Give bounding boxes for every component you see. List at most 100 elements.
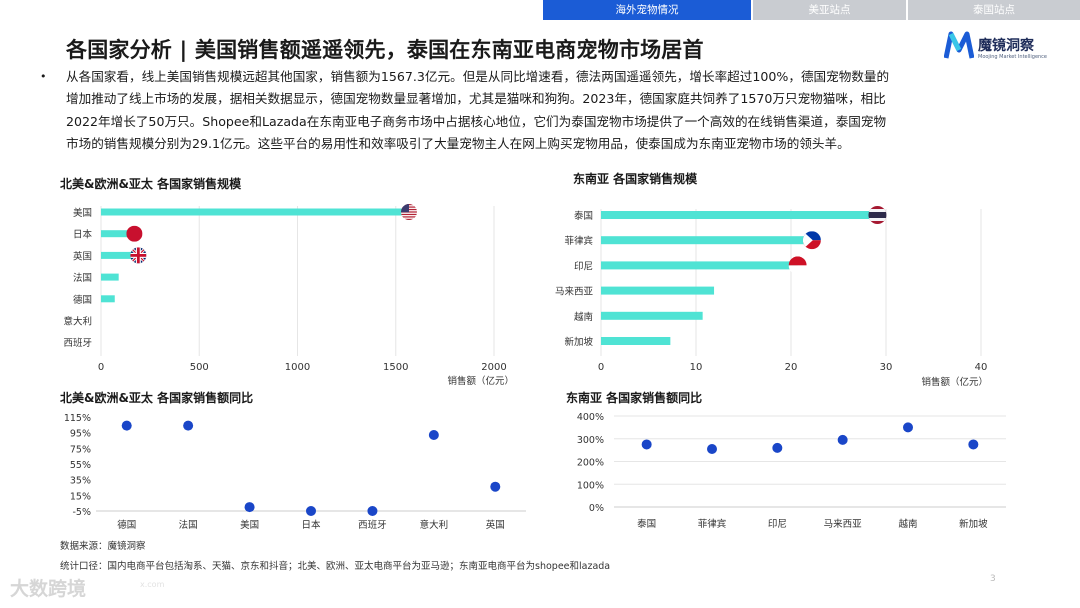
bar — [601, 311, 703, 320]
intro-line: 增加推动了线上市场的发展，据相关数据显示，德国宠物数量显著增加，尤其是猫咪和狗狗… — [66, 91, 886, 107]
x-tick-label: 0 — [98, 362, 104, 373]
category-label: 德国 — [73, 294, 92, 306]
intro-line: 从各国家看，线上美国销售规模远超其他国家，销售额为1567.3亿元。但是从同比增… — [66, 69, 890, 84]
category-label: 泰国 — [574, 210, 593, 222]
intro-line: 2022年增长了50万只。Shopee和Lazada在东南亚电子商务市场中占据核… — [66, 113, 887, 129]
chart-title-yoy-sea: 东南亚 各国家销售额同比 — [566, 391, 703, 405]
x-axis-label: 销售额（亿元） — [921, 376, 988, 388]
bar — [601, 286, 715, 295]
category-label: 菲律宾 — [564, 235, 593, 247]
category-label: 日本 — [73, 229, 93, 241]
data-point — [968, 439, 979, 450]
chart-title-sales-na-eu-apac: 北美&欧洲&亚太 各国家销售规模 — [60, 177, 242, 191]
x-tick-label: 1500 — [383, 362, 408, 373]
data-point — [244, 502, 255, 513]
statistical-scope-note: 统计口径：国内电商平台包括淘系、天猫、京东和抖音；北美、欧洲、亚太电商平台为亚马… — [60, 561, 611, 572]
data-point — [306, 506, 316, 516]
x-tick-label: 1000 — [285, 362, 310, 373]
x-axis-label: 销售额（亿元） — [447, 375, 514, 387]
y-tick-label: 200% — [577, 458, 604, 469]
category-label: 美国 — [240, 519, 259, 531]
category-label: 意大利 — [420, 519, 449, 531]
x-tick-label: 20 — [785, 362, 798, 373]
logo-name: 魔镜洞察 — [978, 38, 1034, 54]
bar — [101, 273, 119, 281]
x-tick-label: 2000 — [481, 362, 506, 373]
data-point — [707, 443, 717, 454]
category-label: 日本 — [301, 519, 321, 531]
intro-line: 市场的销售规模分别为29.1亿元。这些平台的易用性和效率吸引了大量宠物主人在网上… — [66, 135, 850, 151]
data-point — [183, 420, 194, 431]
y-tick-label: 115% — [64, 413, 91, 424]
data-point — [641, 439, 652, 450]
data-source-note: 数据来源：魔镜洞察 — [60, 541, 146, 552]
chart-yoy-sea: 400% 300% 200% 100% 0% 泰国 菲律宾 印尼 马来西亚 越南 新加坡 — [577, 412, 1006, 530]
bar — [101, 295, 115, 303]
y-tick-label: 0% — [589, 503, 604, 514]
japan-flag-icon — [126, 225, 143, 242]
chart-yoy-na-eu-apac: 115% 95% 75% 55% 35% 15% -5% 德国 法国 美国 日本 西班牙 意大利 英国 — [64, 413, 526, 531]
category-label: 法国 — [73, 272, 92, 284]
top-nav: 海外宠物情况 美亚站点 泰国站点 — [541, 0, 1080, 20]
y-tick-label: 100% — [577, 480, 604, 491]
data-point — [903, 422, 913, 433]
category-label: 菲律宾 — [698, 518, 727, 530]
x-tick-label: 0 — [598, 362, 604, 373]
indonesia-flag-icon — [788, 256, 807, 275]
tab-thailand[interactable]: 泰国站点 — [906, 0, 1080, 20]
y-tick-label: -5% — [73, 507, 92, 518]
category-label: 西班牙 — [358, 519, 387, 531]
page-number: 3 — [990, 574, 996, 584]
data-point — [428, 430, 439, 441]
category-label: 英国 — [486, 519, 505, 531]
chart-title-sales-sea: 东南亚 各国家销售规模 — [573, 172, 698, 186]
uk-flag-icon — [130, 247, 147, 264]
category-label: 越南 — [898, 518, 917, 530]
category-label: 泰国 — [637, 518, 656, 530]
tab-us-amazon[interactable]: 美亚站点 — [751, 0, 906, 20]
y-tick-label: 75% — [70, 444, 91, 455]
moojing-logo-icon — [944, 31, 974, 59]
tab-overseas-pets[interactable]: 海外宠物情况 — [541, 0, 751, 20]
category-label: 新加坡 — [564, 336, 593, 348]
category-label: 法国 — [179, 519, 198, 531]
x-tick-label: 500 — [190, 362, 209, 373]
intro-paragraph: 从各国家看，线上美国销售规模远超其他国家，销售额为1567.3亿元。但是从同比增… — [66, 66, 1038, 155]
watermark-sub: x.com — [140, 580, 165, 589]
category-label: 西班牙 — [63, 337, 92, 349]
x-tick-label: 40 — [975, 362, 988, 373]
y-tick-label: 15% — [70, 491, 91, 502]
data-point — [367, 506, 378, 516]
bullet-icon: • — [40, 70, 47, 83]
bar — [601, 261, 798, 270]
x-tick-label: 30 — [880, 362, 893, 373]
philippines-flag-icon — [802, 231, 821, 250]
category-label: 印尼 — [574, 260, 593, 272]
y-tick-label: 55% — [70, 460, 91, 471]
x-tick-label: 10 — [690, 362, 703, 373]
category-label: 意大利 — [63, 316, 92, 328]
logo-tagline: Moojing Market Intelligence — [978, 54, 1048, 60]
y-tick-label: 400% — [577, 412, 604, 423]
category-label: 德国 — [117, 519, 136, 531]
watermark: 大数跨境 — [10, 578, 87, 600]
category-label: 美国 — [73, 207, 92, 219]
us-flag-icon — [400, 204, 417, 220]
category-label: 越南 — [574, 311, 593, 323]
y-tick-label: 95% — [70, 429, 91, 440]
page-title: 各国家分析 | 美国销售额遥遥领先，泰国在东南亚电商宠物市场居首 — [66, 38, 704, 62]
category-label: 马来西亚 — [555, 287, 594, 298]
data-point — [772, 442, 783, 453]
data-point — [490, 481, 501, 492]
category-label: 英国 — [73, 250, 92, 262]
y-tick-label: 35% — [70, 476, 91, 487]
bar — [601, 337, 671, 345]
category-label: 新加坡 — [959, 518, 988, 530]
data-point — [837, 434, 848, 445]
bar — [101, 251, 139, 259]
bar — [601, 211, 878, 219]
thailand-flag-icon — [868, 206, 887, 224]
chart-title-yoy-na-eu-apac: 北美&欧洲&亚太 各国家销售额同比 — [60, 391, 254, 405]
